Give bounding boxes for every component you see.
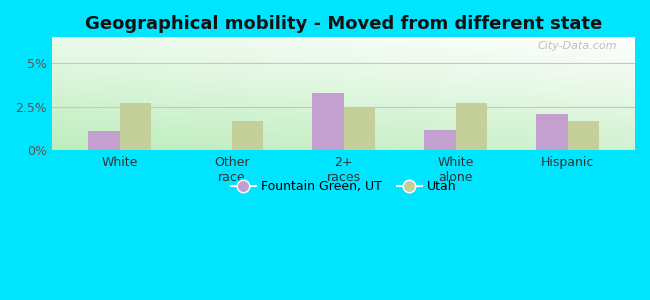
Bar: [424, 130, 456, 150]
Bar: [536, 114, 568, 150]
Bar: [313, 93, 344, 150]
Title: Geographical mobility - Moved from different state: Geographical mobility - Moved from diffe…: [85, 15, 603, 33]
Legend: Fountain Green, UT, Utah: Fountain Green, UT, Utah: [226, 176, 462, 198]
Bar: [120, 103, 151, 150]
Bar: [568, 121, 599, 150]
Text: City-Data.com: City-Data.com: [538, 41, 617, 51]
Bar: [456, 103, 487, 150]
Bar: [88, 131, 120, 150]
Bar: [231, 121, 263, 150]
Bar: [344, 107, 375, 150]
